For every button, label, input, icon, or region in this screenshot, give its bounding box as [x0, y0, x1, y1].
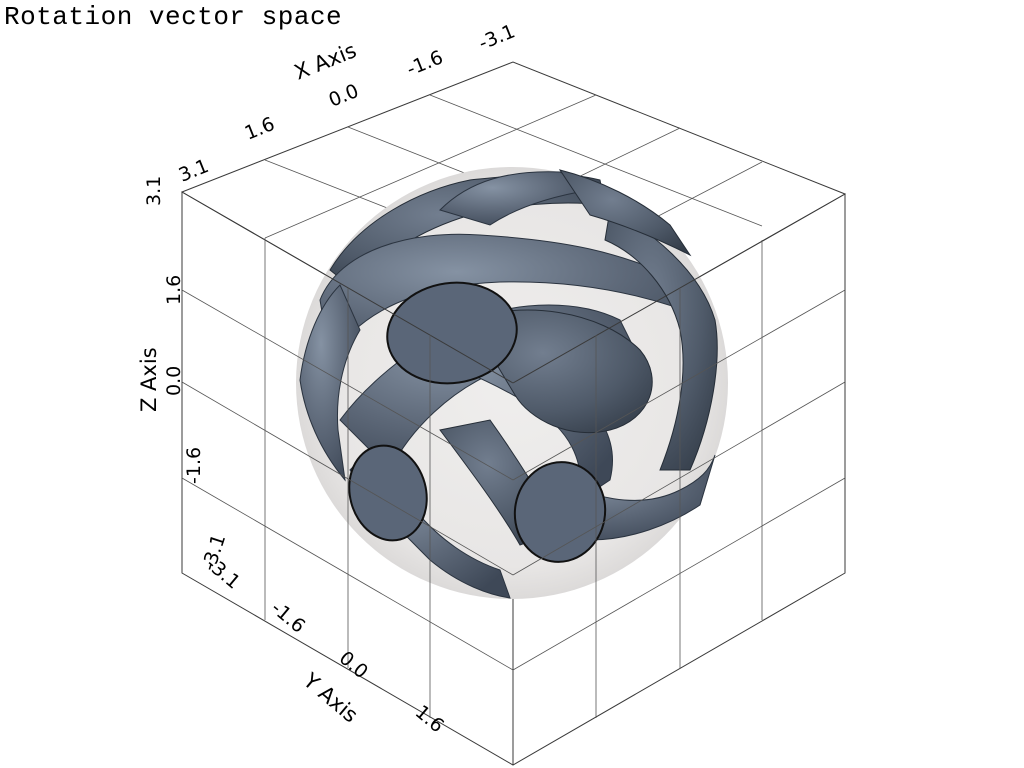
front-grid	[181, 191, 846, 766]
y-tick-2: -1.6	[267, 597, 310, 638]
y-tick-4: 1.6	[411, 701, 448, 737]
page-title: Rotation vector space	[4, 2, 343, 32]
z-tick-3: 0.0	[163, 366, 185, 396]
z-axis-title: Z Axis	[137, 347, 161, 412]
x-tick-4: -3.1	[476, 20, 519, 54]
y-axis: -3.1 -1.6 0.0 1.6 Y Axis	[202, 553, 448, 737]
x-axis: 1.6 0.0 -1.6 -3.1 X Axis	[242, 20, 519, 144]
z-tick-2: 1.6	[163, 275, 185, 305]
z-tick-4: -1.6	[183, 447, 205, 484]
x-tick-1: 1.6	[242, 113, 278, 145]
y-tick-3: 0.0	[335, 647, 372, 683]
z-tick-top: 3.1	[143, 176, 165, 206]
x-axis-title: X Axis	[291, 38, 360, 84]
x-tick-2: 0.0	[326, 80, 362, 112]
x-tick-3: -1.6	[404, 46, 447, 80]
z-axis: 3.1 3.1 1.6 0.0 -1.6 -3.1 Z Axis	[137, 155, 230, 574]
tube-caps	[348, 281, 607, 563]
